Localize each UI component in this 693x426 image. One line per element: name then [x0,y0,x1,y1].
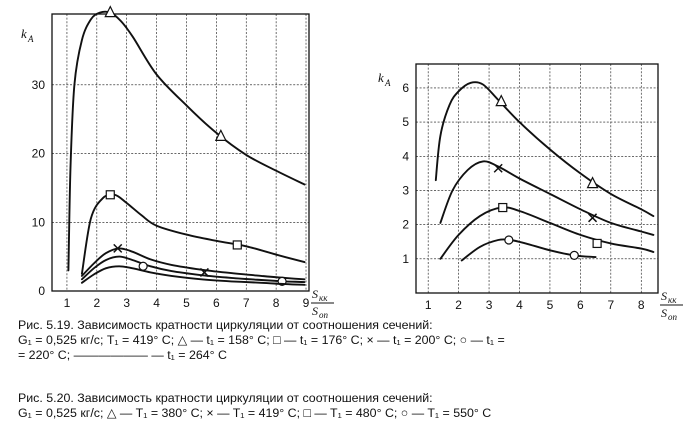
fig520-series-circle-point-1 [569,250,579,261]
caption-fig-5-19-line-2: G₁ = 0,525 кг/с; T₁ = 419° C; △ — t₁ = 1… [18,333,505,347]
fig519-y-axis-label-sub: A [27,34,34,44]
caption-fig-5-19-line-1: Рис. 5.19. Зависимость кратности циркуля… [18,318,433,332]
fig519-series-square-line [80,193,306,275]
fig519-series-cross-point-0 [113,243,123,253]
fig519-series-triangle-point-0 [104,5,117,18]
fig520-x-tick-label-3: 4 [516,298,523,312]
fig520-x-tick-label-4: 5 [547,298,554,312]
fig519-y-axis-label: k [21,26,27,41]
fig520-y-tick-label-2: 3 [402,183,409,197]
fig519-series-circle-line [80,255,306,284]
fig520-series-triangle-line [434,81,655,218]
caption-fig-5-19-line-3: = 220° C; —————— — t₁ = 264° C [18,348,227,362]
fig520-x-axis-label-numerator-sub: кк [668,295,677,305]
fig520-y-axis-label: k [378,70,384,85]
chart-fig-5-19: 1 2 3 4 5 6 7 8 9 0 10 20 30 k A S ккS оп [21,5,334,320]
fig520-x-axis-label-denominator-sub: оп [668,312,678,322]
fig519-y-tick-label-3: 30 [32,78,46,92]
fig520-x-tick-label-1: 2 [455,298,462,312]
caption-fig-5-20-line-2: G₁ = 0,525 кг/с; △ — T₁ = 380° C; × — T₁… [18,406,492,420]
fig520-y-tick-label-3: 4 [402,149,409,163]
fig519-x-tick-label-1: 2 [93,296,100,310]
fig519-series-square-point-0 [105,190,115,200]
fig520-plot-frame [415,63,659,294]
fig520-x-tick-label-5: 6 [577,298,584,312]
fig519-x-axis-label-denominator-sub: оп [319,310,329,320]
fig520-y-tick-label-5: 6 [402,81,409,95]
fig520-x-tick-label-0: 1 [425,298,432,312]
caption-fig-5-19: Рис. 5.19. Зависимость кратности циркуля… [18,318,688,363]
fig519-x-tick-label-8: 9 [303,296,310,310]
fig520-series-triangle-point-1 [586,176,599,189]
fig519-series-cross-line [80,247,306,281]
fig520-series-square-point-0 [498,202,508,213]
fig519-y-tick-label-1: 10 [32,215,46,229]
fig519-x-tick-label-0: 1 [64,296,71,310]
fig519-x-tick-label-7: 8 [273,296,280,310]
fig519-x-axis-label-denominator: S [312,304,318,318]
fig520-x-tick-label-6: 7 [607,298,614,312]
fig519-x-tick-label-4: 5 [183,296,190,310]
fig519-x-axis-label-numerator: S [312,287,318,301]
fig520-y-axis-label-sub: A [384,78,391,88]
caption-fig-5-20-line-1: Рис. 5.20. Зависимость кратности циркуля… [18,391,433,405]
fig520-series-circle-point-0 [504,235,514,245]
fig519-plot-frame [51,13,310,292]
fig519-x-axis-label-numerator-sub: кк [319,293,328,303]
fig519-series-none-line [80,265,306,286]
fig519-series-triangle-line [67,10,306,272]
fig520-x-tick-label-2: 3 [486,298,493,312]
fig520-series-cross-point-1 [588,213,598,223]
fig519-x-tick-label-6: 7 [243,296,250,310]
fig520-y-tick-label-1: 2 [402,218,409,232]
fig520-series-square-point-1 [592,238,602,249]
fig520-x-axis-label-numerator: S [661,289,667,303]
fig520-x-tick-label-7: 8 [638,298,645,312]
fig519-series-square-point-1 [232,240,242,250]
fig520-series-cross-line [439,160,655,236]
fig520-x-axis-label-denominator: S [661,306,667,320]
fig520-y-tick-label-4: 5 [402,115,409,129]
fig520-series-cross-point-0 [493,163,503,173]
fig519-x-tick-label-3: 4 [153,296,160,310]
fig519-series-triangle-point-1 [214,129,227,141]
fig520-series-square-line [439,206,655,260]
fig519-x-tick-label-2: 3 [123,296,130,310]
chart-fig-5-20: 1 2 3 4 5 6 7 8 1 2 3 4 5 6 k A S ккS оп [378,63,683,322]
fig520-series-triangle-point-0 [495,94,508,107]
fig519-y-tick-label-2: 20 [32,147,46,161]
fig519-series-circle-point-0 [138,261,148,271]
fig519-x-tick-label-5: 6 [213,296,220,310]
fig519-y-tick-label-0: 0 [38,284,45,298]
fig520-y-tick-label-0: 1 [402,252,409,266]
caption-fig-5-20: Рис. 5.20. Зависимость кратности циркуля… [18,391,688,421]
